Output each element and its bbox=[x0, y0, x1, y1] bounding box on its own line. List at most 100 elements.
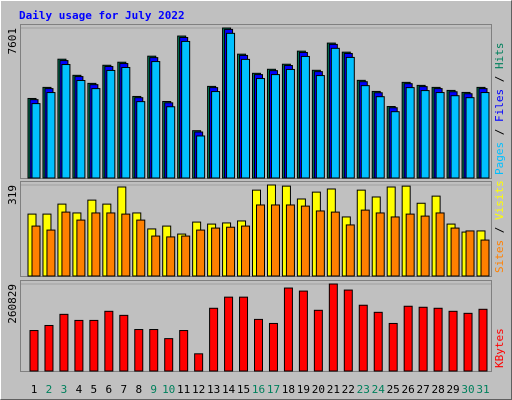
bar bbox=[164, 338, 174, 372]
x-tick-label: 1 bbox=[31, 383, 38, 396]
bar bbox=[226, 32, 236, 179]
legend: KBytes bbox=[493, 328, 506, 368]
bar bbox=[121, 213, 131, 277]
legend-entry: KBytes bbox=[493, 328, 506, 368]
bar bbox=[181, 235, 191, 277]
bar bbox=[76, 219, 86, 277]
bar bbox=[283, 287, 293, 372]
bar bbox=[420, 215, 430, 277]
bar bbox=[298, 290, 308, 372]
bar bbox=[375, 212, 385, 277]
x-tick-label: 28 bbox=[431, 383, 444, 396]
bar bbox=[330, 211, 340, 277]
bar bbox=[134, 329, 144, 372]
bar bbox=[435, 92, 445, 179]
bar bbox=[403, 305, 413, 372]
bar bbox=[46, 92, 56, 179]
bar bbox=[343, 289, 353, 372]
bar bbox=[196, 135, 206, 179]
x-tick-label: 23 bbox=[357, 383, 370, 396]
x-tick-label: 21 bbox=[327, 383, 340, 396]
bar bbox=[388, 322, 398, 372]
bar bbox=[315, 210, 325, 277]
bar bbox=[119, 314, 129, 372]
bar bbox=[136, 101, 146, 179]
y-tick-label: 260829 bbox=[6, 284, 19, 324]
bar bbox=[345, 224, 355, 277]
bar bbox=[300, 55, 310, 179]
bar bbox=[375, 96, 385, 179]
bar bbox=[390, 216, 400, 277]
bar bbox=[149, 329, 159, 372]
bar bbox=[194, 353, 204, 372]
bar bbox=[31, 103, 41, 179]
bar bbox=[61, 211, 71, 277]
bar bbox=[433, 307, 443, 372]
bar bbox=[59, 313, 69, 372]
bar bbox=[74, 319, 84, 372]
x-tick-label: 13 bbox=[207, 383, 220, 396]
bar bbox=[29, 330, 39, 372]
x-tick-label: 15 bbox=[237, 383, 250, 396]
bar bbox=[91, 88, 101, 179]
x-tick-label: 19 bbox=[297, 383, 310, 396]
bar bbox=[465, 97, 475, 179]
x-tick-label: 5 bbox=[91, 383, 98, 396]
x-tick-label: 17 bbox=[267, 383, 280, 396]
x-tick-label: 10 bbox=[162, 383, 175, 396]
bar bbox=[450, 227, 460, 277]
legend-entry: Visits bbox=[493, 180, 506, 220]
x-tick-label: 11 bbox=[177, 383, 190, 396]
bar bbox=[211, 227, 221, 277]
bar bbox=[31, 225, 41, 277]
bar bbox=[418, 306, 428, 372]
bar bbox=[106, 212, 116, 277]
bar bbox=[330, 47, 340, 179]
bar bbox=[328, 283, 338, 372]
bar bbox=[360, 209, 370, 277]
bar bbox=[256, 204, 265, 277]
bar bbox=[224, 296, 234, 372]
bar bbox=[226, 226, 236, 277]
legend-separator: / bbox=[493, 220, 506, 240]
bar bbox=[360, 85, 370, 179]
bar bbox=[196, 229, 206, 277]
bar bbox=[61, 64, 71, 179]
legend-entry: Sites bbox=[493, 240, 506, 273]
bar bbox=[450, 95, 460, 179]
bar bbox=[435, 212, 445, 277]
bar bbox=[285, 204, 295, 277]
x-tick-label: 30 bbox=[461, 383, 474, 396]
bar bbox=[136, 219, 146, 277]
bar bbox=[480, 239, 490, 277]
x-tick-label: 31 bbox=[476, 383, 489, 396]
x-tick-label: 27 bbox=[417, 383, 430, 396]
bar bbox=[345, 56, 355, 179]
legend-separator: / bbox=[493, 69, 506, 89]
bar bbox=[300, 205, 310, 277]
bar bbox=[151, 235, 161, 277]
x-tick-label: 8 bbox=[135, 383, 142, 396]
x-tick-label: 20 bbox=[312, 383, 325, 396]
x-tick-label: 14 bbox=[222, 383, 236, 396]
bar bbox=[106, 69, 116, 179]
bar bbox=[448, 310, 458, 372]
bar bbox=[241, 58, 251, 179]
legend: Sites / Visits bbox=[493, 180, 506, 273]
bar bbox=[465, 230, 475, 277]
legend-separator: / bbox=[493, 122, 506, 142]
bar bbox=[46, 229, 56, 277]
bar bbox=[89, 319, 99, 372]
x-tick-label: 25 bbox=[387, 383, 400, 396]
legend-entry: Pages bbox=[493, 142, 506, 175]
bar bbox=[478, 308, 488, 372]
bar bbox=[313, 309, 323, 372]
bar bbox=[151, 61, 161, 179]
bar bbox=[76, 80, 86, 179]
bar bbox=[166, 236, 176, 277]
x-tick-label: 26 bbox=[402, 383, 415, 396]
bar bbox=[285, 68, 295, 179]
bar bbox=[480, 92, 490, 179]
